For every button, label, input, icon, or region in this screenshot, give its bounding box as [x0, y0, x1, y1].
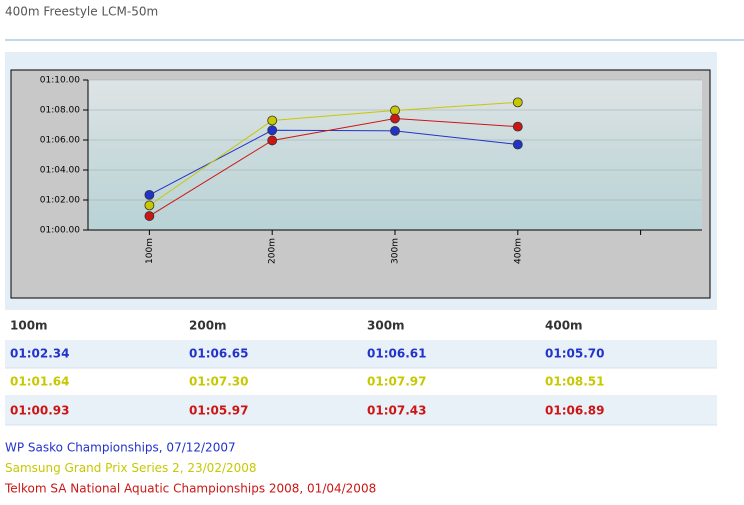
- series-marker: [144, 189, 155, 200]
- table-cell: 01:06.65: [189, 347, 248, 361]
- series-line: [149, 101, 518, 206]
- table-cell: 01:08.51: [545, 375, 604, 389]
- series-line: [149, 118, 518, 217]
- table-cell: 01:06.61: [367, 347, 426, 361]
- table-header: 100m: [10, 319, 48, 333]
- table-cell: 01:05.97: [189, 404, 248, 418]
- series-marker: [267, 115, 278, 126]
- table-cell: 01:01.64: [10, 375, 69, 389]
- x-tick-label: 400m: [513, 238, 523, 264]
- page-title: 400m Freestyle LCM-50m: [5, 5, 158, 19]
- table-row-bg: [5, 397, 717, 425]
- series-marker: [390, 113, 400, 124]
- table-cell: 01:07.97: [367, 375, 426, 389]
- legend-entry: Samsung Grand Prix Series 2, 23/02/2008: [5, 461, 257, 475]
- y-tick-label: 01:02.00: [40, 196, 81, 206]
- x-tick-label: 200m: [268, 238, 278, 264]
- table-row-bg: [5, 340, 717, 368]
- table-cell: 01:05.70: [545, 347, 604, 361]
- table-header: 200m: [189, 319, 227, 333]
- series-marker: [144, 211, 155, 221]
- y-tick-label: 01:06.00: [40, 136, 81, 146]
- series-marker: [267, 125, 278, 136]
- table-cell: 01:07.43: [367, 404, 426, 418]
- series-marker: [512, 121, 523, 132]
- series-marker: [512, 97, 523, 108]
- series-marker: [512, 139, 523, 150]
- table-cell: 01:07.30: [189, 375, 248, 389]
- x-tick-label: 300m: [391, 238, 401, 264]
- legend-entry: Telkom SA National Aquatic Championships…: [4, 482, 376, 496]
- table-header: 300m: [367, 319, 405, 333]
- table-cell: 01:06.89: [545, 404, 604, 418]
- legend-entry: WP Sasko Championships, 07/12/2007: [5, 441, 236, 455]
- x-tick-label: 100m: [145, 238, 155, 264]
- y-tick-label: 01:10.00: [40, 76, 81, 86]
- series-marker: [390, 105, 400, 116]
- series-marker: [267, 135, 278, 146]
- table-cell: 01:02.34: [10, 347, 69, 361]
- y-tick-label: 01:00.00: [40, 226, 81, 236]
- y-tick-label: 01:08.00: [40, 106, 81, 116]
- plot-area: [88, 80, 702, 230]
- table-header: 400m: [545, 319, 583, 333]
- y-tick-label: 01:04.00: [40, 166, 81, 176]
- table-cell: 01:00.93: [10, 404, 69, 418]
- series-marker: [144, 200, 155, 211]
- series-marker: [390, 125, 400, 136]
